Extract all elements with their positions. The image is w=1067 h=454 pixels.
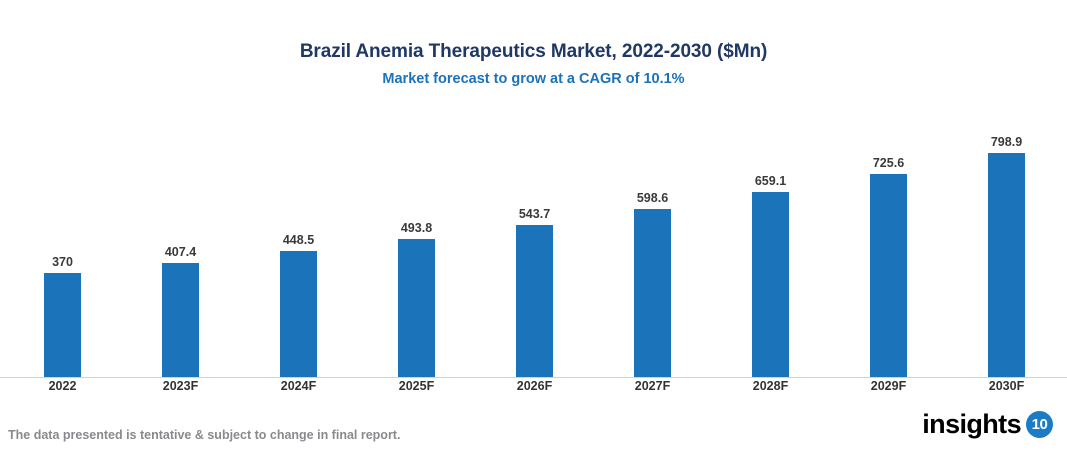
bar-2022: 370 <box>44 255 81 377</box>
bar-value-label: 448.5 <box>282 233 315 247</box>
bar-value-label: 659.1 <box>754 174 787 188</box>
x-tick-2023F: 2023F <box>162 379 199 393</box>
plot-area: 370 407.4 448.5 493.8 543.7 598.6 659.1 725.6 79… <box>0 110 1067 378</box>
bar-value-label: 493.8 <box>400 221 433 235</box>
x-tick-2030F: 2030F <box>988 379 1025 393</box>
disclaimer-note: The data presented is tentative & subjec… <box>8 428 401 442</box>
chart-header: Brazil Anemia Therapeutics Market, 2022-… <box>0 40 1067 90</box>
x-tick-2022: 2022 <box>48 379 77 393</box>
bar-2028F: 659.1 <box>752 174 789 377</box>
bar-2029F: 725.6 <box>870 156 907 377</box>
bar-2023F: 407.4 <box>162 245 199 377</box>
x-tick-2026F: 2026F <box>516 379 553 393</box>
bar-value-label: 725.6 <box>872 156 905 170</box>
bar-2024F: 448.5 <box>280 233 317 377</box>
bar-rect <box>398 239 435 377</box>
x-tick-2024F: 2024F <box>280 379 317 393</box>
insights10-logo: insights 10 <box>922 405 1053 443</box>
bar-2027F: 598.6 <box>634 191 671 377</box>
bar-rect <box>280 251 317 377</box>
bar-rect <box>752 192 789 377</box>
bar-value-label: 370 <box>52 255 73 269</box>
bar-value-label: 798.9 <box>990 135 1023 149</box>
bar-2026F: 543.7 <box>516 207 553 377</box>
bar-value-label: 598.6 <box>636 191 669 205</box>
bar-rect <box>870 174 907 377</box>
x-axis-line <box>0 377 1067 378</box>
bar-rect <box>516 225 553 377</box>
x-tick-2027F: 2027F <box>634 379 671 393</box>
bar-2025F: 493.8 <box>398 221 435 377</box>
bar-value-label: 543.7 <box>518 207 551 221</box>
logo-wordmark: insights <box>922 409 1021 439</box>
bar-value-label: 407.4 <box>164 245 197 259</box>
bar-rect <box>634 209 671 377</box>
bar-2030F: 798.9 <box>988 135 1025 377</box>
x-tick-2029F: 2029F <box>870 379 907 393</box>
chart-subtitle: Market forecast to grow at a CAGR of 10.… <box>382 71 685 87</box>
x-axis-tick-labels: 2022 2023F 2024F 2025F 2026F 2027F 2028F 2029F 2… <box>0 379 1067 399</box>
page-title: Brazil Anemia Therapeutics Market, 2022-… <box>299 41 768 62</box>
bar-rect <box>162 263 199 377</box>
bar-rect <box>44 273 81 377</box>
bar-rect <box>988 153 1025 377</box>
x-tick-2028F: 2028F <box>752 379 789 393</box>
logo-badge-icon: 10 <box>1026 410 1053 438</box>
x-tick-2025F: 2025F <box>398 379 435 393</box>
